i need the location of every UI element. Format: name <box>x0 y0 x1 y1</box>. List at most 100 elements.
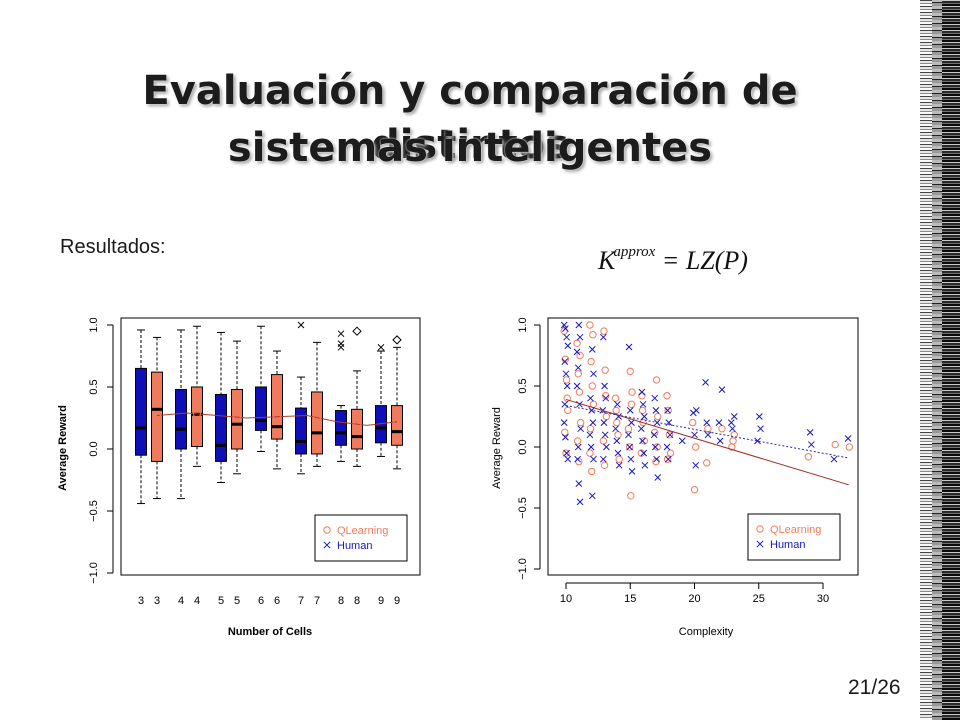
y-tick-label: −0.5 <box>517 497 529 519</box>
human-point <box>587 443 595 451</box>
box-human-3 <box>135 367 147 456</box>
human-point <box>614 449 622 457</box>
legend-circle-icon <box>323 526 331 534</box>
human-point <box>715 419 723 426</box>
y-tick-label: 0.0 <box>517 439 529 454</box>
qlearning-point <box>639 418 647 427</box>
x-tick-label: 20 <box>688 593 700 605</box>
slide-title-line-1: Evaluación y comparación de distintos <box>142 68 798 168</box>
qlearning-point <box>586 449 594 457</box>
human-point <box>639 437 646 445</box>
legend-cross-icon <box>323 541 331 549</box>
human-point <box>757 425 764 433</box>
qlearning-point <box>627 400 636 408</box>
human-point <box>613 437 621 445</box>
human-point <box>640 449 648 457</box>
x-tick-label: 8 <box>354 595 360 607</box>
human-point <box>599 333 607 341</box>
human-point <box>588 492 596 500</box>
legend-box <box>314 514 408 562</box>
human-point <box>625 343 633 351</box>
qlearning-point <box>652 376 661 384</box>
qlearning-point <box>638 392 646 400</box>
human-point <box>564 342 572 350</box>
legend-label-qlearning: QLearning <box>337 525 388 537</box>
y-tick-label: −0.5 <box>88 500 100 522</box>
qlearning-point <box>845 443 853 451</box>
qlearning-point <box>654 412 662 421</box>
outlier-diamond <box>352 326 362 336</box>
qlearning-point <box>729 437 737 445</box>
x-tick-label: 15 <box>624 593 636 605</box>
x-tick-label: 5 <box>218 595 224 607</box>
human-point <box>653 455 660 463</box>
human-point <box>755 413 763 420</box>
human-point <box>599 455 607 463</box>
qlearning-point <box>575 388 584 396</box>
human-point <box>590 370 597 378</box>
qlearning-point <box>628 388 636 396</box>
human-point <box>586 431 594 439</box>
y-tick-label: 1.0 <box>517 317 529 332</box>
x-tick-label: 6 <box>274 595 280 607</box>
human-point <box>664 407 671 414</box>
box-human-8 <box>335 410 347 446</box>
qlearning-point <box>586 425 595 433</box>
human-point <box>574 455 582 463</box>
qlearning-point <box>625 443 634 451</box>
qlearning-point <box>574 370 582 378</box>
qlearning-point <box>653 443 661 451</box>
human-point <box>563 382 571 390</box>
box-qlearning-6 <box>271 374 283 440</box>
x-tick-label: 9 <box>378 595 384 607</box>
human-point <box>730 413 738 420</box>
x-tick-label: 4 <box>178 595 184 607</box>
human-point <box>663 443 671 451</box>
mean-point <box>393 417 401 426</box>
qlearning-point <box>599 437 608 445</box>
x-tick-label: 25 <box>753 593 765 605</box>
human-point <box>754 437 761 445</box>
human-point <box>664 455 672 463</box>
qlearning-point <box>588 382 596 390</box>
human-point <box>574 364 582 372</box>
legend-box <box>747 513 841 561</box>
human-point <box>704 431 712 439</box>
human-point <box>560 321 568 329</box>
human-point <box>678 437 686 445</box>
qlearning-point <box>576 351 584 360</box>
qlearning-point <box>573 437 582 445</box>
qlearning-mean-curve <box>156 412 398 426</box>
x-tick-label: 7 <box>298 595 304 607</box>
human-point <box>640 413 648 420</box>
x-tick-label: 7 <box>314 595 320 607</box>
x-tick-label: 9 <box>394 595 400 607</box>
human-point <box>627 455 635 463</box>
qlearning-point <box>602 412 611 421</box>
human-point <box>625 431 632 439</box>
mean-point <box>153 411 161 420</box>
x-tick-label: 3 <box>154 595 160 607</box>
human-point <box>650 431 658 439</box>
legend-cross-icon <box>756 540 764 548</box>
box-qlearning-8 <box>351 408 363 450</box>
human-point <box>639 400 647 408</box>
y-tick-label: −1.0 <box>88 562 100 584</box>
human-point <box>563 449 570 457</box>
human-point <box>560 419 568 426</box>
x-tick-label: 5 <box>234 595 240 607</box>
human-point <box>563 333 570 341</box>
human-point <box>718 386 726 394</box>
human-point <box>703 419 711 426</box>
box-qlearning-7 <box>311 391 323 455</box>
human-point <box>628 419 635 426</box>
human-point <box>628 468 636 475</box>
qlearning-point <box>612 406 620 415</box>
human-point <box>576 400 583 408</box>
formula-superscript: approx <box>613 244 656 260</box>
qlearning-point <box>586 321 594 329</box>
human-point <box>626 407 634 414</box>
x-tick-label: 4 <box>194 595 200 607</box>
qlearning-point <box>588 467 596 476</box>
